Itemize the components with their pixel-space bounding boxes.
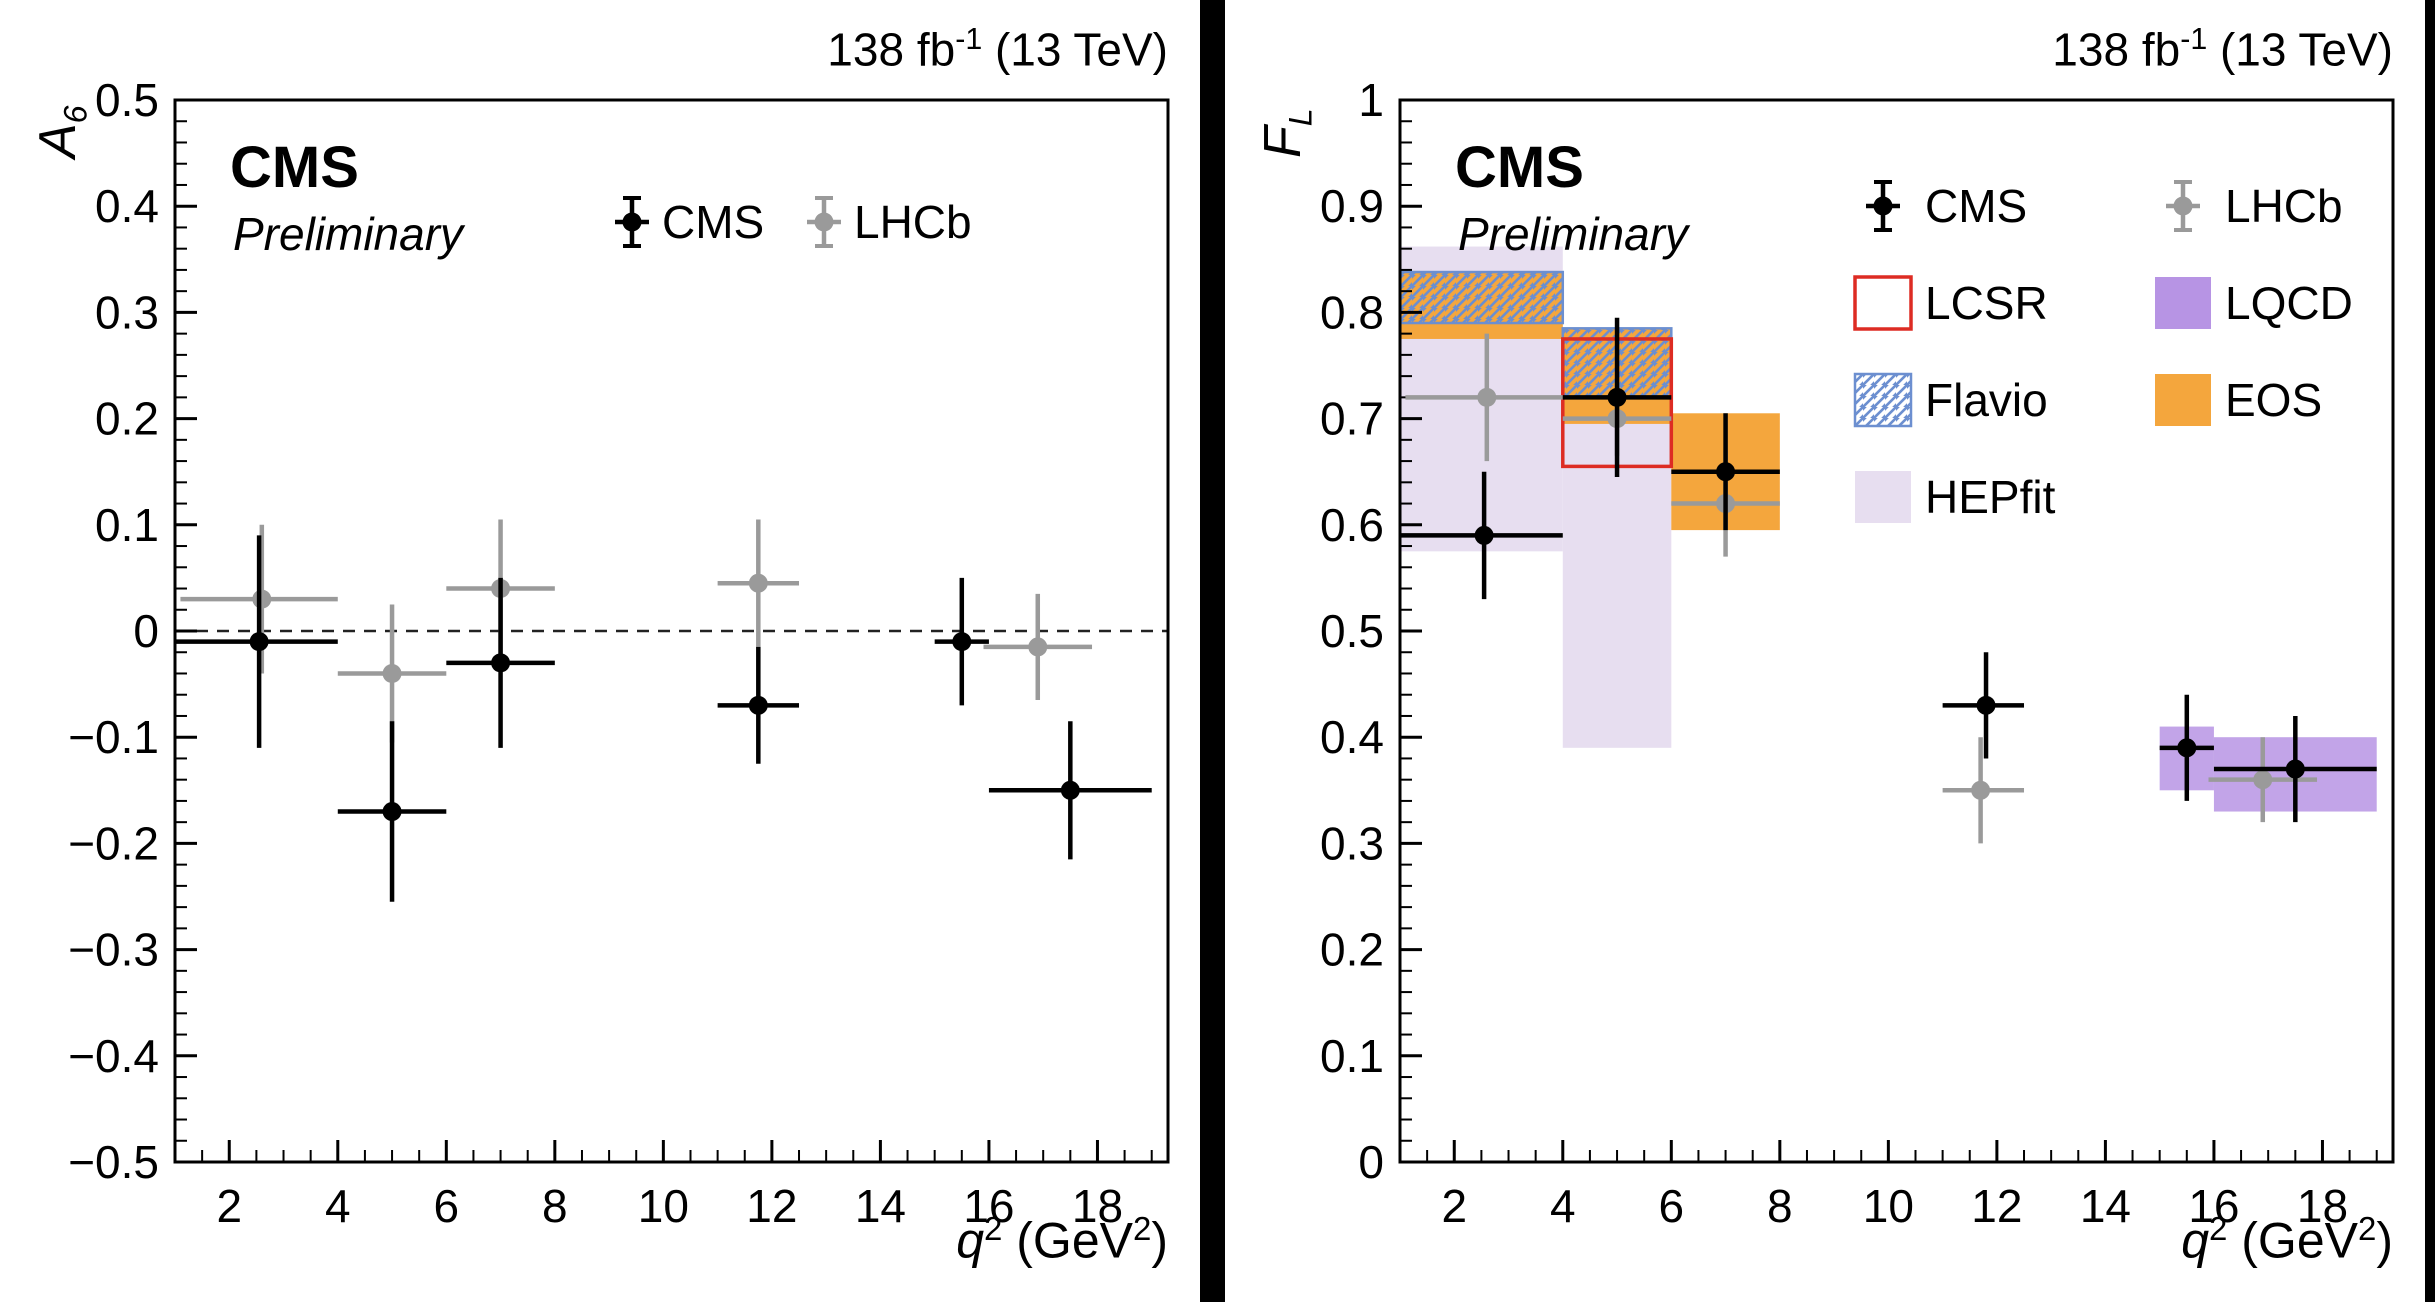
svg-text:0.3: 0.3 xyxy=(95,286,159,338)
svg-text:0.5: 0.5 xyxy=(1320,605,1384,657)
lumi-prefix: 138 fb xyxy=(2052,23,2181,76)
y-axis-symbol: A xyxy=(29,123,87,158)
svg-text:14: 14 xyxy=(855,1180,906,1232)
svg-text:0.5: 0.5 xyxy=(95,74,159,126)
svg-text:10: 10 xyxy=(638,1180,689,1232)
y-axis-subscript: L xyxy=(1282,108,1319,127)
svg-text:10: 10 xyxy=(1863,1180,1914,1232)
panel-divider xyxy=(1200,0,1225,1302)
cms-label: CMS xyxy=(230,135,359,200)
lumi-sup: -1 xyxy=(2180,23,2208,56)
svg-text:Flavio: Flavio xyxy=(1925,374,2048,426)
svg-text:0: 0 xyxy=(1358,1136,1384,1188)
svg-text:6: 6 xyxy=(1659,1180,1685,1232)
x-axis-title-q2: q2 (GeV2) xyxy=(2181,1210,2393,1269)
x-axis-units-close: ) xyxy=(1151,1212,1168,1269)
panel-fl: 2 4 6 8 10 12 14 16 18 0 0.1 0.2 0.3 0.4 0.5 0.6 0.7 0.8 0… xyxy=(1225,0,2425,1302)
svg-text:−0.2: −0.2 xyxy=(68,817,159,869)
lumi-suffix: (13 TeV) xyxy=(982,23,1168,76)
svg-text:4: 4 xyxy=(325,1180,351,1232)
x-axis-units-open: (GeV xyxy=(2227,1212,2358,1269)
x-axis-symbol: q xyxy=(956,1212,985,1269)
cms-label: CMS xyxy=(1455,135,1584,200)
svg-text:0.4: 0.4 xyxy=(1320,711,1384,763)
svg-text:LCSR: LCSR xyxy=(1925,277,2048,329)
svg-text:CMS: CMS xyxy=(662,196,764,248)
svg-text:0.1: 0.1 xyxy=(95,499,159,551)
svg-text:EOS: EOS xyxy=(2225,374,2322,426)
svg-text:1: 1 xyxy=(1358,74,1384,126)
svg-text:16: 16 xyxy=(2188,1180,2239,1232)
lumi-sup: -1 xyxy=(955,23,983,56)
preliminary-label: Preliminary xyxy=(233,208,464,260)
svg-text:12: 12 xyxy=(1971,1180,2022,1232)
svg-text:0: 0 xyxy=(133,605,159,657)
svg-text:0.2: 0.2 xyxy=(95,393,159,445)
right-edge-bar xyxy=(2425,0,2435,1302)
x-axis-title-q2: q2 (GeV2) xyxy=(956,1210,1168,1269)
svg-text:6: 6 xyxy=(434,1180,460,1232)
x-axis-units-exponent: 2 xyxy=(2357,1210,2377,1247)
svg-text:0.3: 0.3 xyxy=(1320,817,1384,869)
x-axis-units-open: (GeV xyxy=(1002,1212,1133,1269)
svg-text:−0.3: −0.3 xyxy=(68,924,159,976)
y-axis-title-fl: FL xyxy=(1254,8,1318,158)
svg-text:2: 2 xyxy=(216,1180,242,1232)
x-axis-units-close: ) xyxy=(2376,1212,2393,1269)
x-axis-units-exponent: 2 xyxy=(1132,1210,1152,1247)
svg-text:CMS: CMS xyxy=(1925,180,2027,232)
svg-text:0.8: 0.8 xyxy=(1320,286,1384,338)
y-axis-symbol: F xyxy=(1254,126,1312,158)
panel-a6: 2 4 6 8 10 12 14 16 18 −0.5 −0.4 −0.3 −0.2 −0.1 0 0.1 0.… xyxy=(0,0,1200,1302)
y-axis-subscript: 6 xyxy=(57,105,94,124)
svg-text:HEPfit: HEPfit xyxy=(1925,471,2056,523)
x-axis-symbol: q xyxy=(2181,1212,2210,1269)
lumi-label: 138 fb-1 (13 TeV) xyxy=(827,24,1168,74)
svg-text:14: 14 xyxy=(2080,1180,2131,1232)
svg-text:8: 8 xyxy=(1767,1180,1793,1232)
svg-text:8: 8 xyxy=(542,1180,568,1232)
svg-text:4: 4 xyxy=(1550,1180,1576,1232)
svg-text:0.1: 0.1 xyxy=(1320,1030,1384,1082)
svg-text:LQCD: LQCD xyxy=(2225,277,2353,329)
svg-text:−0.1: −0.1 xyxy=(68,711,159,763)
x-axis-exponent: 2 xyxy=(984,1210,1003,1247)
svg-text:12: 12 xyxy=(746,1180,797,1232)
a6-chart: 2 4 6 8 10 12 14 16 18 −0.5 −0.4 −0.3 −0.2 −0.1 0 0.1 0.… xyxy=(68,74,1170,1232)
y-axis-title-a6: A6 xyxy=(29,8,93,158)
svg-text:0.6: 0.6 xyxy=(1320,499,1384,551)
svg-text:LHCb: LHCb xyxy=(854,196,972,248)
svg-text:0.7: 0.7 xyxy=(1320,393,1384,445)
svg-text:2: 2 xyxy=(1441,1180,1467,1232)
preliminary-label: Preliminary xyxy=(1458,208,1689,260)
svg-text:0.2: 0.2 xyxy=(1320,924,1384,976)
svg-text:0.4: 0.4 xyxy=(95,180,159,232)
svg-text:18: 18 xyxy=(1072,1180,1123,1232)
x-axis-exponent: 2 xyxy=(2209,1210,2228,1247)
svg-text:16: 16 xyxy=(963,1180,1014,1232)
svg-text:−0.5: −0.5 xyxy=(68,1136,159,1188)
fl-chart: 2 4 6 8 10 12 14 16 18 0 0.1 0.2 0.3 0.4 0.5 0.6 0.7 0.8 0… xyxy=(1320,74,2395,1232)
lumi-label: 138 fb-1 (13 TeV) xyxy=(2052,24,2393,74)
svg-text:0.9: 0.9 xyxy=(1320,180,1384,232)
lumi-prefix: 138 fb xyxy=(827,23,956,76)
svg-text:−0.4: −0.4 xyxy=(68,1030,159,1082)
lumi-suffix: (13 TeV) xyxy=(2207,23,2393,76)
svg-text:LHCb: LHCb xyxy=(2225,180,2343,232)
svg-text:18: 18 xyxy=(2297,1180,2348,1232)
